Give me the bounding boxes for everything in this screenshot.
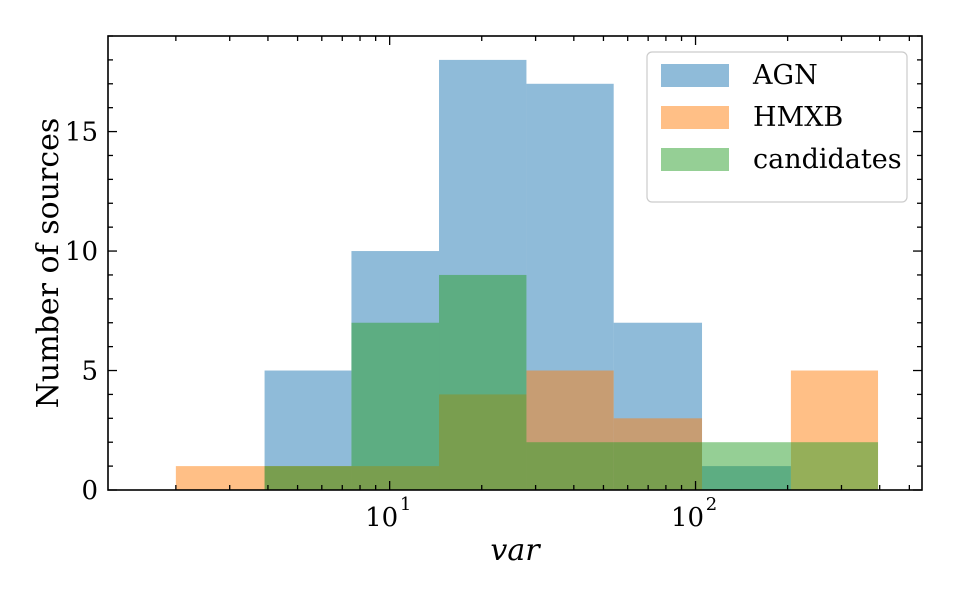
bar-candidates-6 xyxy=(702,442,791,490)
y-tick-label: 0 xyxy=(81,476,98,506)
bar-candidates-2 xyxy=(351,322,440,490)
legend-label-candidates: candidates xyxy=(753,144,902,175)
plot-frame xyxy=(107,35,923,491)
x-axis-label: var xyxy=(490,533,541,568)
x-tick-exponent: 1 xyxy=(400,494,411,515)
bar-candidates-7 xyxy=(790,442,879,490)
bar-candidates-4 xyxy=(526,442,614,490)
legend-swatch-AGN xyxy=(661,64,729,87)
bar-candidates-3 xyxy=(439,274,527,490)
x-tick-labels: 10 1 10 2 xyxy=(365,494,717,533)
bars-layer xyxy=(175,59,879,490)
legend-label-HMXB: HMXB xyxy=(753,102,843,133)
y-tick-labels: 0 5 10 15 xyxy=(65,118,98,506)
bar-candidates-5 xyxy=(613,442,703,490)
legend-label-AGN: AGN xyxy=(752,60,818,91)
legend: AGN HMXB candidates xyxy=(646,51,908,203)
x-tick-label: 10 xyxy=(671,503,704,533)
ticks-layer xyxy=(108,35,922,491)
y-tick-label: 10 xyxy=(65,237,98,267)
y-tick-label: 15 xyxy=(65,118,98,148)
bar-HMXB-0 xyxy=(175,466,265,490)
x-tick-exponent: 2 xyxy=(706,494,717,515)
legend-swatch-HMXB xyxy=(661,106,729,129)
legend-swatch-candidates xyxy=(661,148,729,171)
y-axis-label: Number of sources xyxy=(31,118,66,409)
x-tick-label: 10 xyxy=(365,503,398,533)
bar-candidates-1 xyxy=(264,466,352,490)
y-tick-label: 5 xyxy=(81,357,98,387)
